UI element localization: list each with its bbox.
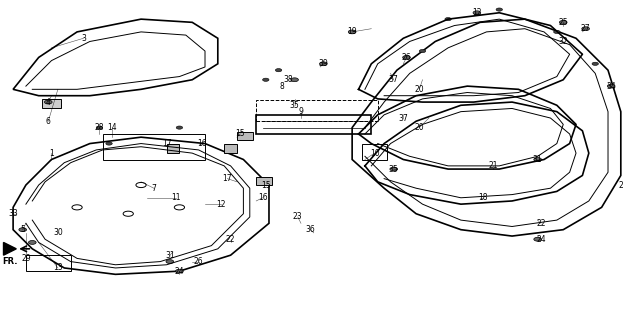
Circle shape xyxy=(28,241,36,244)
Text: 27: 27 xyxy=(581,24,591,33)
Text: 14: 14 xyxy=(108,123,117,132)
Circle shape xyxy=(19,228,26,232)
Text: 10: 10 xyxy=(370,149,380,158)
Text: 15: 15 xyxy=(236,130,245,138)
Circle shape xyxy=(592,62,598,65)
Text: 12: 12 xyxy=(472,8,482,17)
Text: 28: 28 xyxy=(95,123,104,132)
Circle shape xyxy=(419,49,426,53)
Text: 4: 4 xyxy=(46,98,51,107)
Text: 26: 26 xyxy=(402,53,412,62)
Text: 12: 12 xyxy=(216,200,226,209)
Bar xyxy=(237,132,253,140)
Text: 35: 35 xyxy=(389,165,399,174)
Text: 30: 30 xyxy=(53,228,63,237)
Text: 23: 23 xyxy=(293,212,303,221)
Bar xyxy=(42,99,61,108)
Text: 32: 32 xyxy=(559,37,568,46)
Text: 34: 34 xyxy=(606,82,616,91)
Circle shape xyxy=(403,56,410,59)
Text: 19: 19 xyxy=(348,27,357,36)
Circle shape xyxy=(291,78,298,82)
Text: FR.: FR. xyxy=(2,257,18,266)
Circle shape xyxy=(534,237,541,241)
Text: 9: 9 xyxy=(298,107,303,116)
Circle shape xyxy=(390,167,397,171)
Text: 37: 37 xyxy=(389,75,399,84)
Text: 8: 8 xyxy=(280,82,284,91)
Text: 6: 6 xyxy=(46,117,51,126)
Circle shape xyxy=(106,142,112,145)
Text: 16: 16 xyxy=(258,193,268,202)
Circle shape xyxy=(559,20,567,24)
Circle shape xyxy=(554,30,560,33)
Text: 21: 21 xyxy=(488,161,498,170)
Text: 24: 24 xyxy=(536,235,546,244)
Text: 22: 22 xyxy=(226,235,236,244)
Text: 17: 17 xyxy=(162,139,172,148)
Text: 29: 29 xyxy=(21,254,31,263)
Text: 1: 1 xyxy=(49,149,54,158)
Text: 5: 5 xyxy=(20,225,25,234)
Circle shape xyxy=(275,69,282,72)
Text: 39: 39 xyxy=(319,59,328,68)
Circle shape xyxy=(319,62,327,66)
Circle shape xyxy=(44,100,52,104)
Bar xyxy=(224,144,237,153)
Circle shape xyxy=(348,30,356,34)
Circle shape xyxy=(176,126,182,129)
Circle shape xyxy=(582,27,589,31)
Circle shape xyxy=(607,84,615,88)
Text: 36: 36 xyxy=(306,225,316,234)
Bar xyxy=(166,144,179,153)
Text: 20: 20 xyxy=(415,123,424,132)
Polygon shape xyxy=(3,242,16,255)
Text: 16: 16 xyxy=(197,139,207,148)
Circle shape xyxy=(534,158,541,161)
Bar xyxy=(362,144,387,160)
Circle shape xyxy=(166,260,173,263)
Text: 31: 31 xyxy=(165,251,175,260)
Text: 35: 35 xyxy=(290,101,300,110)
Text: 18: 18 xyxy=(479,193,488,202)
Text: 20: 20 xyxy=(415,85,424,94)
Text: 15: 15 xyxy=(261,181,271,189)
Text: 37: 37 xyxy=(399,114,408,122)
Text: 24: 24 xyxy=(175,267,184,276)
Text: 31: 31 xyxy=(533,155,543,164)
Bar xyxy=(256,100,378,121)
Bar xyxy=(256,177,272,185)
Text: 2: 2 xyxy=(618,181,623,189)
Text: 3: 3 xyxy=(81,34,86,43)
Text: 13: 13 xyxy=(53,263,63,272)
Circle shape xyxy=(445,18,451,21)
Circle shape xyxy=(96,126,102,129)
Text: 11: 11 xyxy=(172,193,181,202)
Circle shape xyxy=(175,269,183,273)
Circle shape xyxy=(473,11,481,15)
Text: 7: 7 xyxy=(152,184,156,193)
Text: 25: 25 xyxy=(559,18,568,27)
Text: 22: 22 xyxy=(536,219,545,228)
Circle shape xyxy=(262,78,269,81)
Text: 17: 17 xyxy=(223,174,232,183)
Text: 26: 26 xyxy=(194,257,204,266)
Text: 33: 33 xyxy=(8,209,18,218)
Circle shape xyxy=(496,8,502,11)
Text: 38: 38 xyxy=(284,75,293,84)
Bar xyxy=(26,255,70,271)
